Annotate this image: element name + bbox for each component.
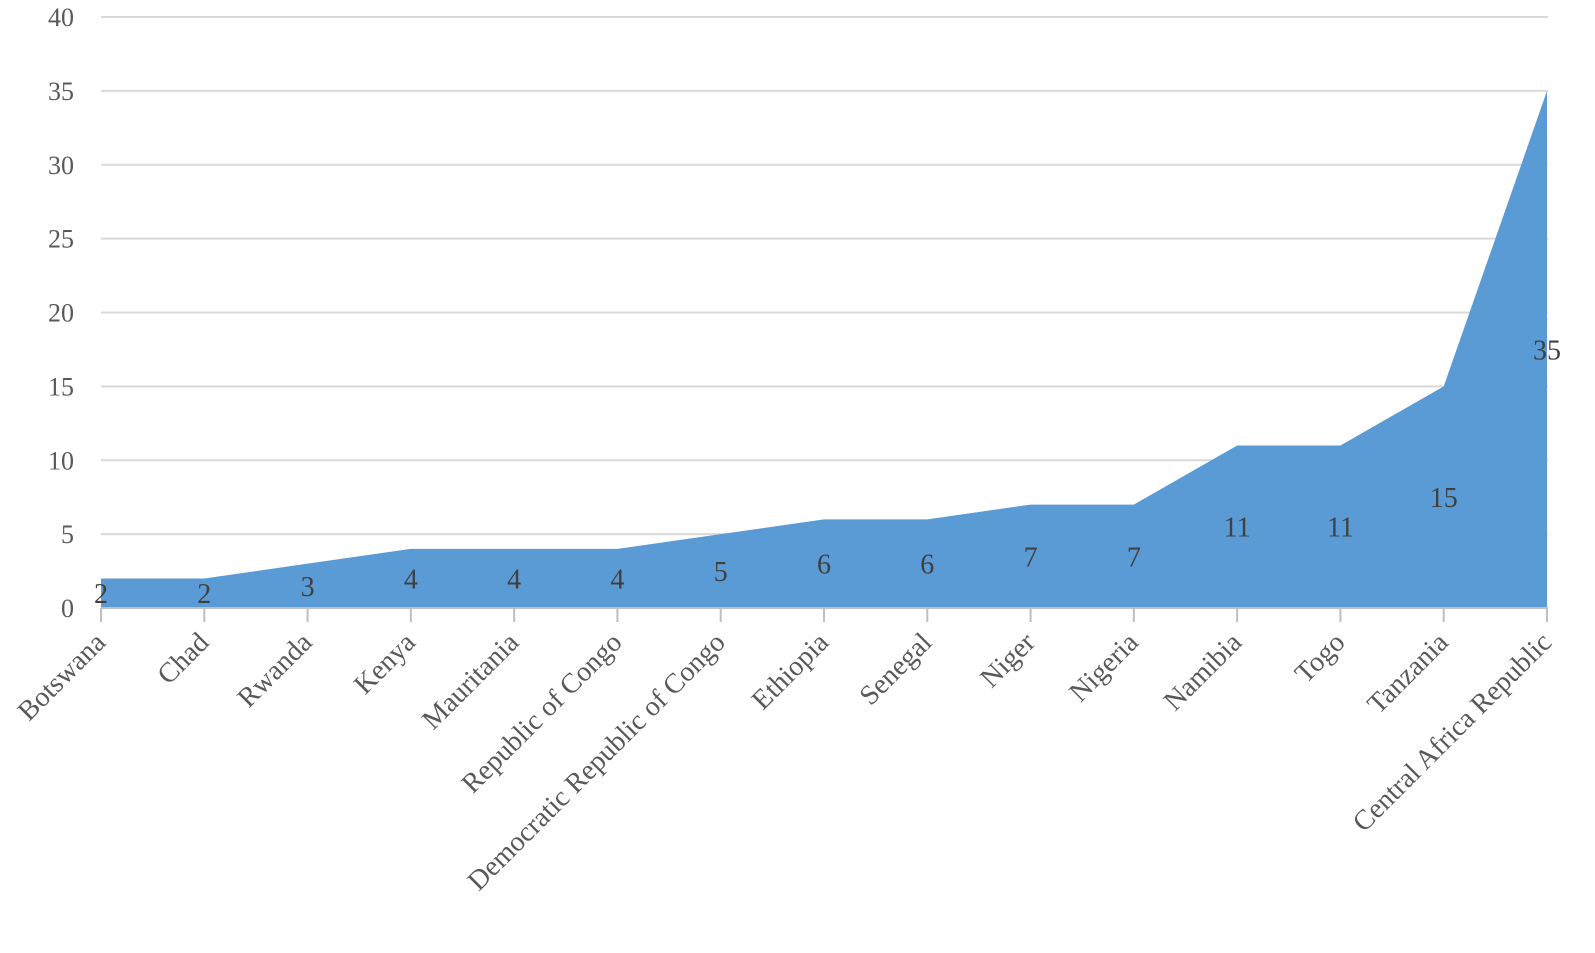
data-label-5: 4	[610, 564, 624, 595]
data-label-13: 15	[1430, 483, 1458, 514]
data-label-11: 11	[1224, 513, 1251, 544]
data-label-1: 2	[197, 579, 211, 610]
y-tick-label-35: 35	[48, 77, 74, 106]
data-label-10: 7	[1127, 542, 1141, 573]
y-tick-label-5: 5	[61, 520, 74, 549]
y-tick-label-30: 30	[48, 151, 74, 180]
x-tick-label-0: Botswana	[12, 627, 112, 727]
x-tick-label-4: Mauritania	[416, 627, 525, 736]
data-label-2: 3	[301, 572, 315, 603]
x-tick-label-14: Central Africa Republic	[1347, 627, 1558, 838]
y-tick-label-15: 15	[48, 372, 74, 401]
data-label-6: 5	[714, 557, 728, 588]
x-tick-label-12: Togo	[1289, 627, 1351, 689]
y-axis-tick-labels: 0 5 10 15 20 25 30 35 40	[48, 3, 74, 623]
x-axis-tick-marks	[100, 608, 1548, 622]
x-axis-tick-labels: Botswana Chad Rwanda KenyaMauritaniaRepubli…	[12, 627, 1558, 897]
data-label-9: 7	[1024, 542, 1038, 573]
x-tick-label-13: Tanzania	[1362, 627, 1455, 720]
data-label-4: 4	[507, 564, 521, 595]
y-tick-label-0: 0	[61, 594, 74, 623]
area-series	[101, 90, 1547, 608]
data-label-0: 2	[94, 579, 108, 610]
y-tick-label-10: 10	[48, 446, 74, 475]
data-label-14: 35	[1533, 335, 1561, 366]
data-labels: 2 2 3 4 4 4 5 6 6 7 7 11 11 15 35	[94, 335, 1561, 610]
data-label-12: 11	[1327, 513, 1354, 544]
y-tick-label-25: 25	[48, 225, 74, 254]
x-tick-label-7: Ethiopia	[746, 627, 835, 716]
x-tick-label-8: Senegal	[854, 627, 939, 712]
grid-lines	[101, 16, 1548, 536]
data-label-8: 6	[920, 550, 934, 581]
y-tick-label-20: 20	[48, 299, 74, 328]
x-tick-label-1: Chad	[152, 627, 216, 691]
x-tick-label-3: Kenya	[348, 627, 422, 701]
x-tick-label-9: Niger	[975, 627, 1042, 694]
x-tick-label-11: Namibia	[1158, 627, 1249, 718]
x-tick-label-2: Rwanda	[232, 627, 319, 714]
y-tick-label-40: 40	[48, 3, 74, 32]
data-label-3: 4	[404, 564, 418, 595]
x-tick-label-10: Nigeria	[1064, 627, 1146, 709]
data-label-7: 6	[817, 550, 831, 581]
